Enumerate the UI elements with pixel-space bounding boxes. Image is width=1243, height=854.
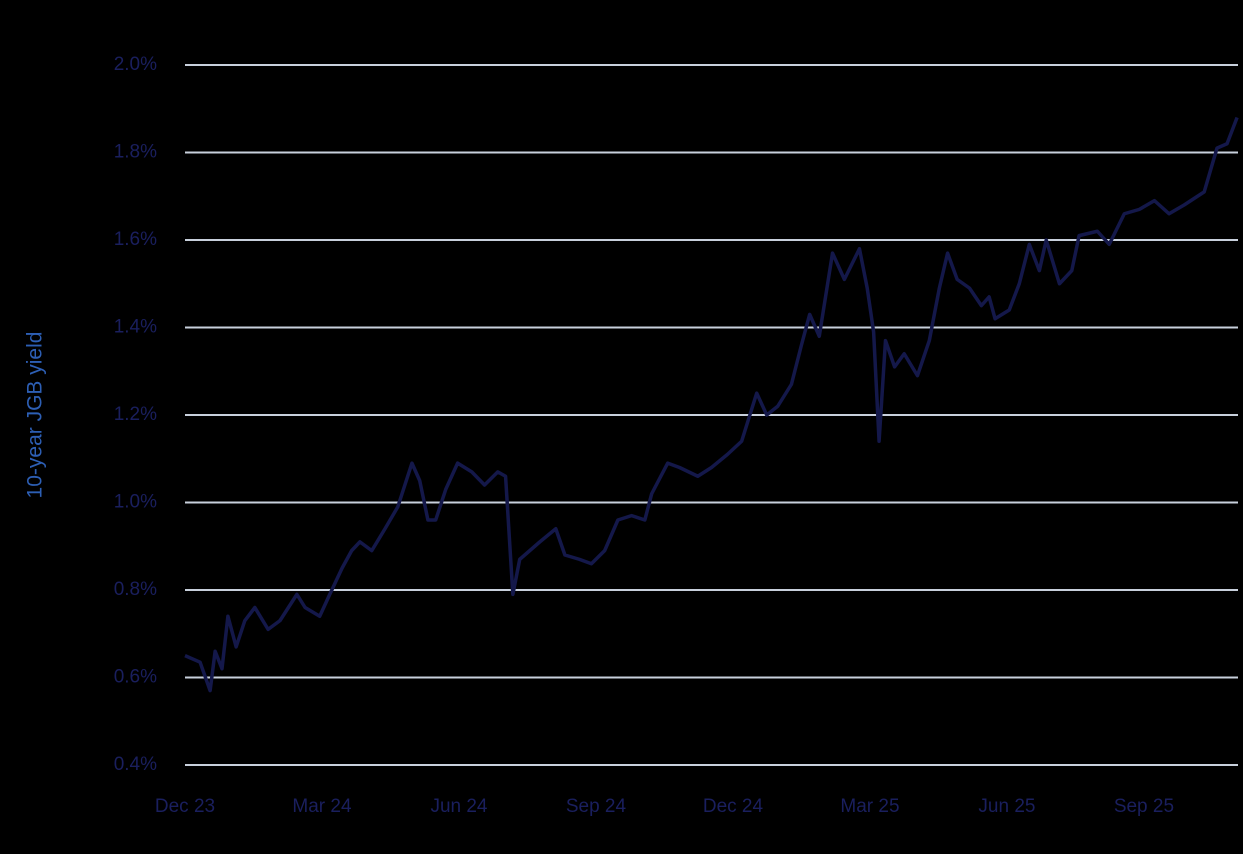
y-tick-label: 1.4% xyxy=(114,317,157,338)
y-tick-label: 1.2% xyxy=(114,404,157,425)
y-axis-label: 10-year JGB yield xyxy=(24,332,47,499)
x-tick-label: Jun 25 xyxy=(978,796,1035,817)
line xyxy=(184,116,1239,693)
y-tick-label: 1.8% xyxy=(114,142,157,163)
x-tick-label: Mar 25 xyxy=(840,796,899,817)
y-tick-label: 1.0% xyxy=(114,492,157,513)
y-tick-label: 0.6% xyxy=(114,667,157,688)
x-tick-label: Sep 25 xyxy=(1114,796,1174,817)
x-tick-label: Sep 24 xyxy=(566,796,627,817)
y-tick-label: 0.8% xyxy=(114,579,157,600)
x-tick-label: Dec 24 xyxy=(703,796,764,817)
x-tick-label: Jun 24 xyxy=(430,796,487,817)
x-tick-label: Dec 23 xyxy=(155,796,215,817)
y-tick-label: 0.4% xyxy=(114,754,157,775)
y-tick-label: 1.6% xyxy=(114,229,157,250)
x-tick-label: Mar 24 xyxy=(292,796,352,817)
y-tick-label: 2.0% xyxy=(114,54,157,75)
